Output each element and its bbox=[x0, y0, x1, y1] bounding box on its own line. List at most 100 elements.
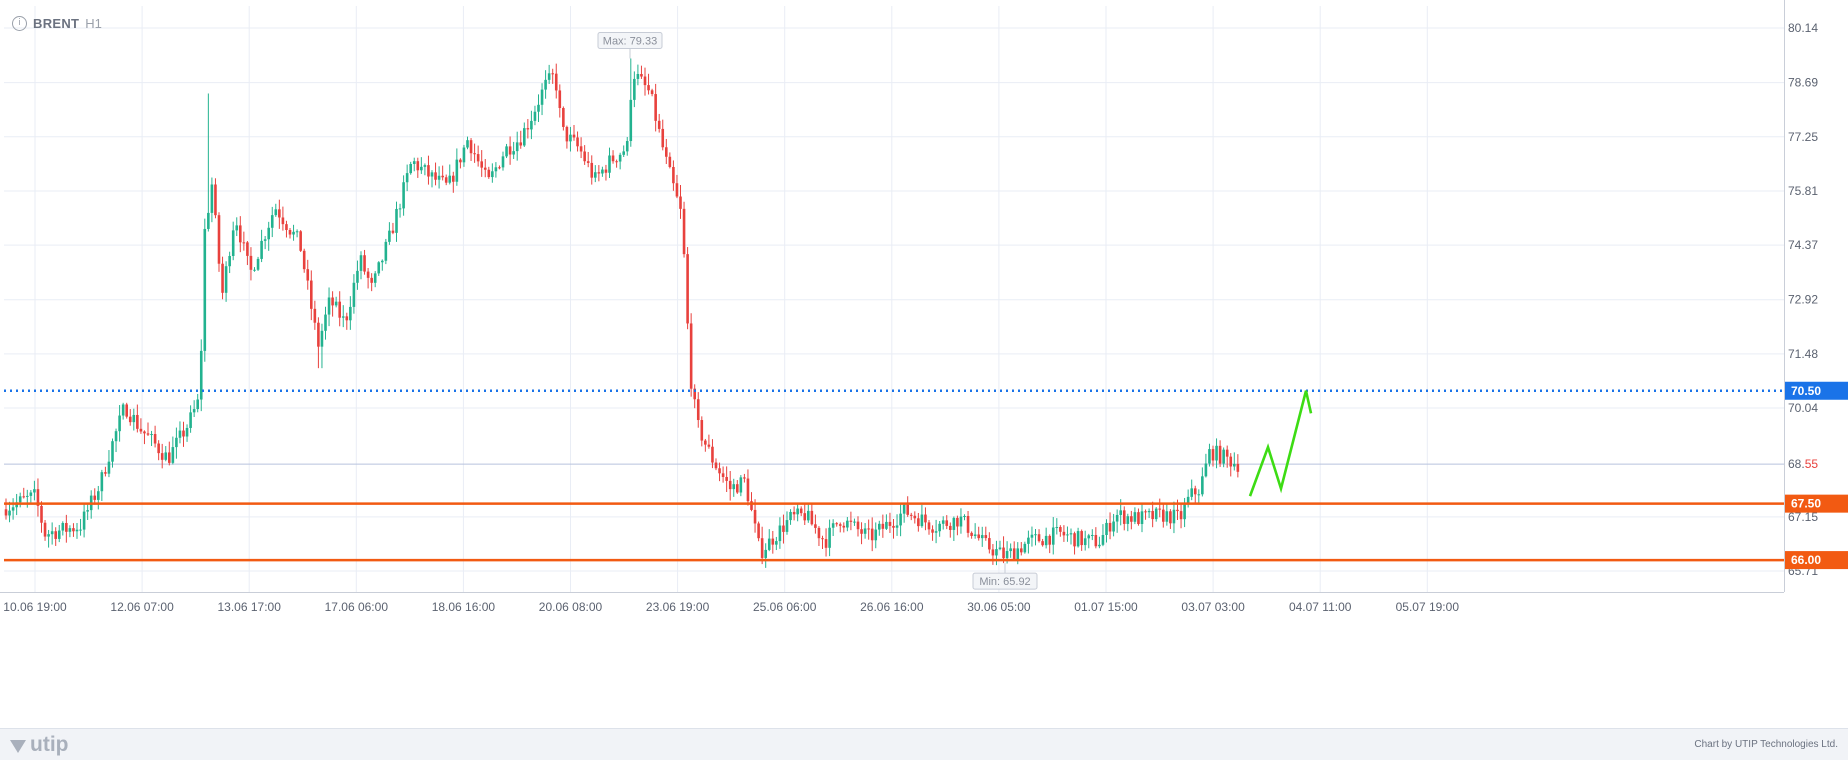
candle-body bbox=[1236, 463, 1240, 472]
candle-body bbox=[821, 538, 824, 540]
candle-body bbox=[625, 141, 629, 152]
y-tick-label: 77.25 bbox=[1788, 130, 1818, 144]
candle-body bbox=[334, 301, 338, 306]
candle-body bbox=[107, 461, 111, 474]
x-tick-label: 01.07 15:00 bbox=[1074, 600, 1138, 614]
candle-body bbox=[885, 521, 888, 529]
candle-body bbox=[1233, 463, 1236, 467]
candle-body bbox=[732, 484, 736, 490]
marker-box bbox=[597, 31, 663, 49]
candle-body bbox=[377, 262, 381, 274]
candle-body bbox=[1016, 548, 1020, 560]
candle-body bbox=[292, 231, 295, 235]
candle-body bbox=[26, 495, 29, 497]
candle-body bbox=[615, 161, 618, 163]
candle-body bbox=[1119, 510, 1122, 515]
candle-body bbox=[1105, 522, 1108, 536]
x-tick-label: 04.07 11:00 bbox=[1289, 600, 1352, 614]
candle-body bbox=[217, 215, 221, 264]
candle-body bbox=[57, 530, 61, 539]
logo-text: utip bbox=[30, 733, 69, 756]
credit-text: Chart by UTIP Technologies Ltd. bbox=[1694, 739, 1838, 750]
candle-body bbox=[654, 94, 657, 121]
candle-body bbox=[1133, 512, 1137, 522]
candle-body bbox=[920, 514, 924, 527]
footer-bar: utip Chart by UTIP Technologies Ltd. bbox=[0, 728, 1848, 760]
candle-body bbox=[977, 534, 980, 539]
candle-body bbox=[963, 515, 966, 517]
candle-body bbox=[938, 523, 941, 532]
candle-body bbox=[1197, 494, 1201, 496]
candle-body bbox=[121, 404, 125, 416]
candle-body bbox=[253, 269, 256, 271]
level-badge-label: 66.00 bbox=[1791, 553, 1821, 567]
candle-body bbox=[526, 128, 530, 130]
candle-body bbox=[1055, 527, 1059, 529]
candle-body bbox=[1218, 445, 1222, 464]
candle-body bbox=[792, 511, 796, 515]
candle-body bbox=[416, 161, 420, 171]
candle-body bbox=[498, 167, 501, 169]
candle-body bbox=[1108, 522, 1112, 532]
candle-body bbox=[562, 108, 565, 127]
candle-body bbox=[412, 161, 416, 165]
candle-body bbox=[36, 489, 40, 506]
candle-body bbox=[228, 255, 231, 267]
candle-body bbox=[1176, 509, 1179, 512]
info-icon[interactable]: i bbox=[12, 15, 27, 31]
candle-body bbox=[764, 549, 767, 558]
candle-body bbox=[239, 225, 242, 243]
candle-body bbox=[313, 308, 317, 323]
candle-body bbox=[50, 531, 54, 535]
timeframe-label[interactable]: H1 bbox=[85, 15, 102, 31]
candle-body bbox=[459, 159, 462, 163]
candle-body bbox=[917, 518, 920, 527]
candle-body bbox=[1012, 548, 1016, 560]
candle-body bbox=[728, 480, 732, 490]
candle-body bbox=[995, 549, 998, 556]
candle-body bbox=[888, 521, 892, 526]
candle-body bbox=[118, 415, 121, 432]
candle-body bbox=[1091, 534, 1094, 536]
candle-body bbox=[622, 151, 625, 155]
candle-body bbox=[143, 431, 146, 434]
candle-body bbox=[43, 522, 47, 537]
candle-body bbox=[1172, 509, 1176, 524]
candle-body bbox=[604, 169, 608, 173]
candle-body bbox=[909, 514, 913, 516]
chart-canvas[interactable]: 10.06 19:00 12.06 07:00 13.06 17:00 17.06 0… bbox=[0, 0, 1848, 728]
candle-body bbox=[1201, 476, 1204, 495]
candle-body bbox=[984, 535, 988, 539]
candle-body bbox=[199, 350, 203, 400]
candle-body bbox=[295, 231, 299, 233]
candle-body bbox=[207, 212, 210, 229]
candle-body bbox=[366, 271, 370, 278]
price-chart[interactable]: 10.06 19:00 12.06 07:00 13.06 17:00 17.06 0… bbox=[0, 0, 1848, 728]
candle-body bbox=[899, 513, 902, 526]
candle-body bbox=[1020, 548, 1023, 553]
candle-body bbox=[136, 414, 139, 429]
candle-body bbox=[931, 529, 934, 533]
marker-box bbox=[972, 572, 1038, 590]
candle-body bbox=[274, 209, 278, 216]
candle-body bbox=[533, 111, 537, 121]
candle-body bbox=[359, 255, 363, 271]
candle-body bbox=[760, 538, 764, 558]
candle-body bbox=[153, 434, 157, 444]
candle-body bbox=[1204, 463, 1208, 477]
candle-body bbox=[398, 208, 402, 210]
candle-body bbox=[1140, 511, 1144, 525]
candle-body bbox=[988, 538, 991, 550]
candle-body bbox=[927, 522, 931, 530]
candle-body bbox=[1009, 548, 1012, 552]
candle-body bbox=[1062, 531, 1066, 536]
candle-body bbox=[448, 175, 452, 183]
candle-body bbox=[1101, 535, 1105, 545]
level-badge bbox=[1785, 551, 1848, 570]
candle-body bbox=[828, 527, 831, 548]
candle-body bbox=[913, 515, 917, 519]
candle-body bbox=[320, 330, 324, 347]
candle-body bbox=[469, 140, 473, 154]
candle-body bbox=[860, 529, 863, 534]
candle-body bbox=[1162, 509, 1165, 522]
